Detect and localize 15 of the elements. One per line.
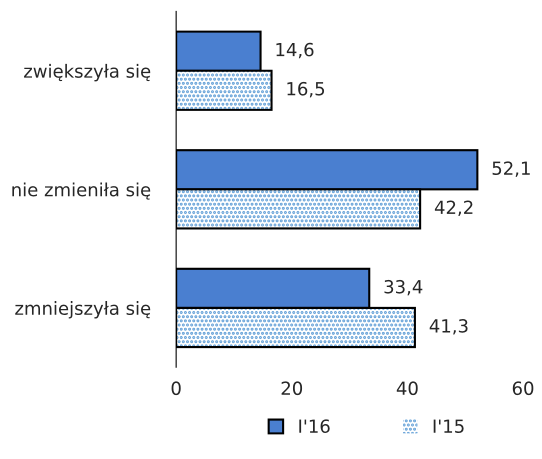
legend-label: I'16 [299, 419, 330, 433]
data-label: 14,6 [276, 42, 314, 58]
data-label: 16,5 [287, 82, 324, 98]
x-tick-label: 20 [282, 381, 302, 396]
legend-label: I'15 [434, 420, 464, 433]
x-tick-label: 0 [172, 381, 181, 396]
data-label: 41,3 [430, 319, 468, 335]
y-tick-label: nie zmieniła się [12, 182, 150, 200]
y-tick-label: zmniejszyła się [15, 301, 150, 319]
data-label: 42,2 [434, 200, 472, 216]
x-tick-label: 60 [512, 381, 534, 396]
x-tick-label: 40 [396, 381, 418, 396]
data-label: 52,1 [492, 161, 530, 177]
y-tick-label: zwiększyła się [24, 64, 150, 82]
data-label: 33,4 [384, 280, 422, 296]
